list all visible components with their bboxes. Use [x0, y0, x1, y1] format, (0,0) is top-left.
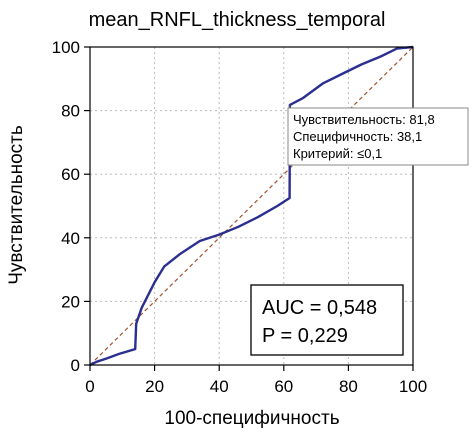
x-tick-label: 0: [85, 377, 94, 396]
stats-box: AUC = 0,548 P = 0,229: [250, 284, 404, 356]
criterion-annotation: Чувствительность: 81,8 Специфичность: 38,…: [287, 104, 469, 166]
y-tick-label: 60: [61, 165, 80, 184]
x-tick-label: 80: [339, 377, 358, 396]
x-tick-label: 100: [399, 377, 427, 396]
y-tick-label: 0: [71, 356, 80, 375]
x-tick-label: 60: [274, 377, 293, 396]
chance-diagonal: [89, 46, 414, 366]
annotation-sensitivity: Чувствительность: 81,8: [293, 112, 435, 127]
chart-title: mean_RNFL_thickness_temporal: [89, 9, 386, 31]
x-tick-label: 40: [210, 377, 229, 396]
auc-value: AUC = 0,548: [262, 297, 377, 319]
roc-series-line: [89, 45, 414, 367]
y-tick-label: 80: [61, 102, 80, 121]
x-tick-label: 20: [145, 377, 164, 396]
x-axis-label: 100-специфичность: [164, 408, 339, 429]
plot-frame: [89, 46, 414, 366]
stats-frame: [250, 284, 404, 356]
y-tick-label: 100: [52, 38, 80, 57]
annotation-box: [287, 107, 469, 166]
annotation-criterion: Критерий: ≤0,1: [293, 146, 382, 161]
y-tick-label: 20: [61, 292, 80, 311]
axis-ticks: 0 20 40 60 80 100 0 20 40 60 80 100: [52, 38, 428, 396]
roc-curve: [89, 45, 414, 367]
y-axis-label: Чувствительность: [6, 125, 27, 285]
p-value: P = 0,229: [262, 325, 348, 347]
reference-line: [89, 46, 414, 366]
y-tick-label: 40: [61, 229, 80, 248]
annotation-specificity: Специфичность: 38,1: [293, 129, 422, 144]
